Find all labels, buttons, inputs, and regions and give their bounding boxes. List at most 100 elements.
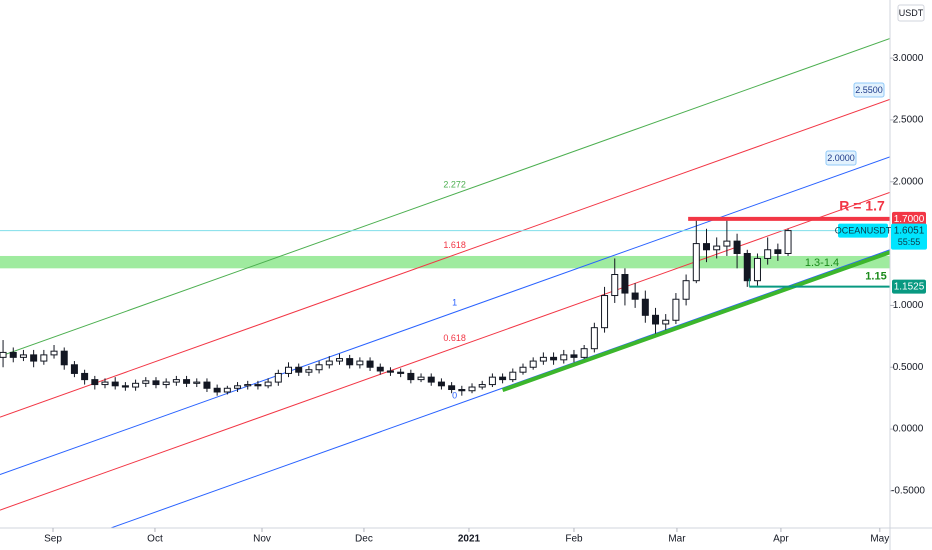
channel-label: 2.272 (443, 179, 466, 189)
candle-body (478, 384, 486, 388)
candle-body (774, 249, 782, 254)
candle-body (244, 384, 252, 387)
symbol-box (838, 223, 888, 238)
candle-body (702, 243, 710, 251)
candle-body (723, 240, 731, 247)
candle-body (784, 230, 792, 254)
candle-body (346, 358, 354, 366)
candle-body (70, 364, 78, 374)
candle-body (142, 380, 150, 384)
resistance-axis-label: 1.7000 (894, 214, 925, 225)
candle-body (662, 319, 670, 325)
channel-line (0, 98, 890, 418)
candle-body (366, 360, 374, 368)
candle-body (183, 379, 191, 384)
candle-body (315, 364, 323, 371)
channel-line (0, 38, 890, 357)
candle-body (733, 240, 741, 254)
candle-body (601, 295, 609, 329)
candle-body (519, 366, 527, 373)
candle-body (631, 292, 639, 300)
candle-body (407, 372, 415, 381)
channel-label: 1.618 (443, 240, 466, 250)
candle-body (325, 360, 333, 366)
candle-body (101, 381, 109, 386)
candle-body (203, 381, 211, 389)
candle-body (560, 354, 568, 361)
price-label-box (853, 82, 885, 98)
y-tick-label: 3.0000 (893, 53, 924, 64)
candle-body (335, 358, 343, 362)
candle-body (753, 257, 761, 282)
candle-body (386, 370, 394, 373)
candle-body (274, 372, 282, 383)
candle-body (9, 351, 17, 358)
candle-body (295, 366, 303, 373)
x-tick-label: Dec (355, 534, 373, 545)
resistance-text: R = 1.7 (839, 198, 885, 214)
y-tick-label: 1.0000 (893, 300, 924, 311)
candle-body (172, 379, 180, 383)
plot-area: 0 0.618 1 1.618 2.272 (0, 38, 890, 528)
candle-body (0, 351, 7, 358)
candle-body (682, 280, 690, 300)
countdown: 55:55 (898, 237, 921, 247)
candle-body (50, 350, 58, 356)
candle-body (111, 381, 119, 387)
candle-body (509, 371, 517, 381)
channel-label: 0 (452, 391, 457, 401)
x-tick-label: 2021 (458, 534, 481, 545)
price-label: 2.5500 (855, 85, 883, 95)
y-tick-label: 0.0000 (893, 424, 924, 435)
x-tick-label: Oct (147, 534, 163, 545)
candle-body (81, 372, 89, 381)
x-tick-label: May (870, 534, 889, 545)
candle-body (30, 354, 38, 362)
candle-body (254, 384, 262, 387)
currency-box[interactable] (897, 4, 925, 22)
candle-body (621, 274, 629, 294)
candle-body (234, 385, 242, 389)
channel-line (0, 156, 890, 476)
last-price-label: 1.6051 (894, 226, 925, 237)
candle-body (223, 387, 231, 393)
candle-body (40, 354, 48, 362)
candle-body (499, 376, 507, 381)
candle-body (132, 382, 140, 388)
candle-body (458, 389, 466, 392)
support-axis-box (892, 279, 926, 294)
support-axis-label: 1.1525 (894, 282, 925, 293)
candle-body (743, 252, 751, 282)
y-tick-label: 2.5000 (893, 115, 924, 126)
candle-body (19, 354, 27, 358)
zone (0, 255, 890, 269)
candle-body (356, 360, 364, 366)
price-label: 2.0000 (827, 153, 855, 163)
candle-body (152, 380, 160, 386)
support-text: 1.15 (865, 270, 886, 282)
candle-body (417, 376, 425, 381)
candle-body (305, 369, 313, 373)
channel-line (109, 249, 890, 528)
candle-body (641, 298, 649, 316)
x-tick-label: Apr (773, 534, 789, 545)
candle-body (692, 243, 700, 282)
candle-body (550, 356, 558, 361)
channel-label: 1 (452, 298, 457, 308)
channel-label: 0.618 (443, 333, 466, 343)
y-tick-label: 0.5000 (893, 362, 924, 373)
candle-body (590, 327, 598, 350)
candle-body (162, 381, 170, 386)
candle-body (468, 386, 476, 392)
candle-body (60, 350, 68, 366)
candle-body (529, 360, 537, 368)
candle-body (611, 274, 619, 297)
x-tick-label: Sep (44, 534, 62, 545)
candle-body (193, 381, 201, 384)
zone-text: 1.3-1.4 (805, 257, 839, 269)
candle-body (264, 381, 272, 387)
candle-body (376, 366, 384, 372)
